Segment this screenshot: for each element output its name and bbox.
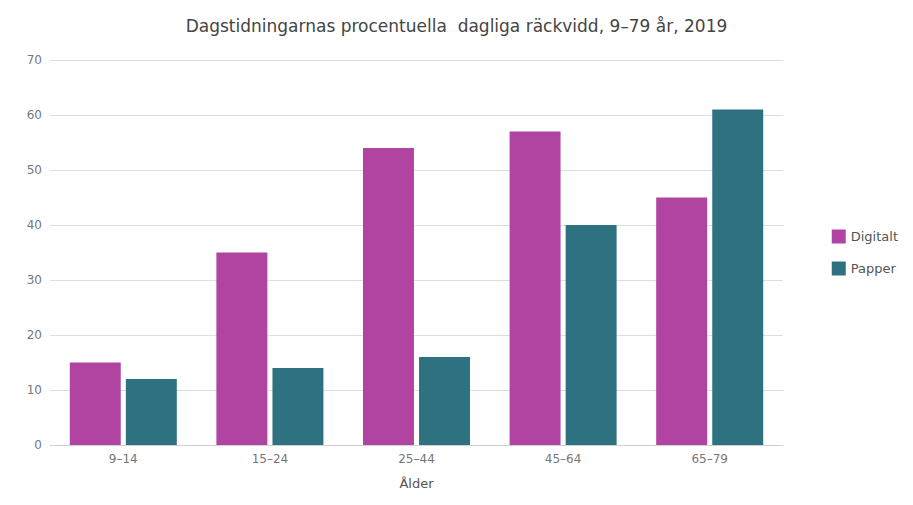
svg-text:30: 30	[27, 273, 42, 287]
svg-text:20: 20	[27, 328, 42, 342]
svg-text:0: 0	[34, 438, 42, 452]
svg-text:Dagstidningarnas procentuella: Dagstidningarnas procentuella dagliga rä…	[186, 16, 728, 36]
svg-text:15–24: 15–24	[252, 452, 289, 466]
svg-text:40: 40	[27, 218, 42, 232]
svg-text:70: 70	[27, 53, 42, 67]
svg-text:10: 10	[27, 383, 42, 397]
svg-text:45–64: 45–64	[545, 452, 582, 466]
svg-text:Papper: Papper	[851, 261, 897, 276]
svg-text:60: 60	[27, 108, 42, 122]
svg-text:9–14: 9–14	[109, 452, 138, 466]
svg-text:50: 50	[27, 163, 42, 177]
svg-text:Digitalt: Digitalt	[851, 229, 898, 244]
svg-text:25–44: 25–44	[398, 452, 435, 466]
svg-text:Ålder: Ålder	[399, 476, 434, 491]
svg-text:65–79: 65–79	[691, 452, 728, 466]
